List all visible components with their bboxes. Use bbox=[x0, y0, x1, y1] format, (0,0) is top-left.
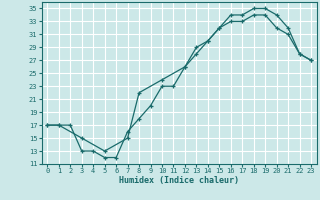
X-axis label: Humidex (Indice chaleur): Humidex (Indice chaleur) bbox=[119, 176, 239, 185]
